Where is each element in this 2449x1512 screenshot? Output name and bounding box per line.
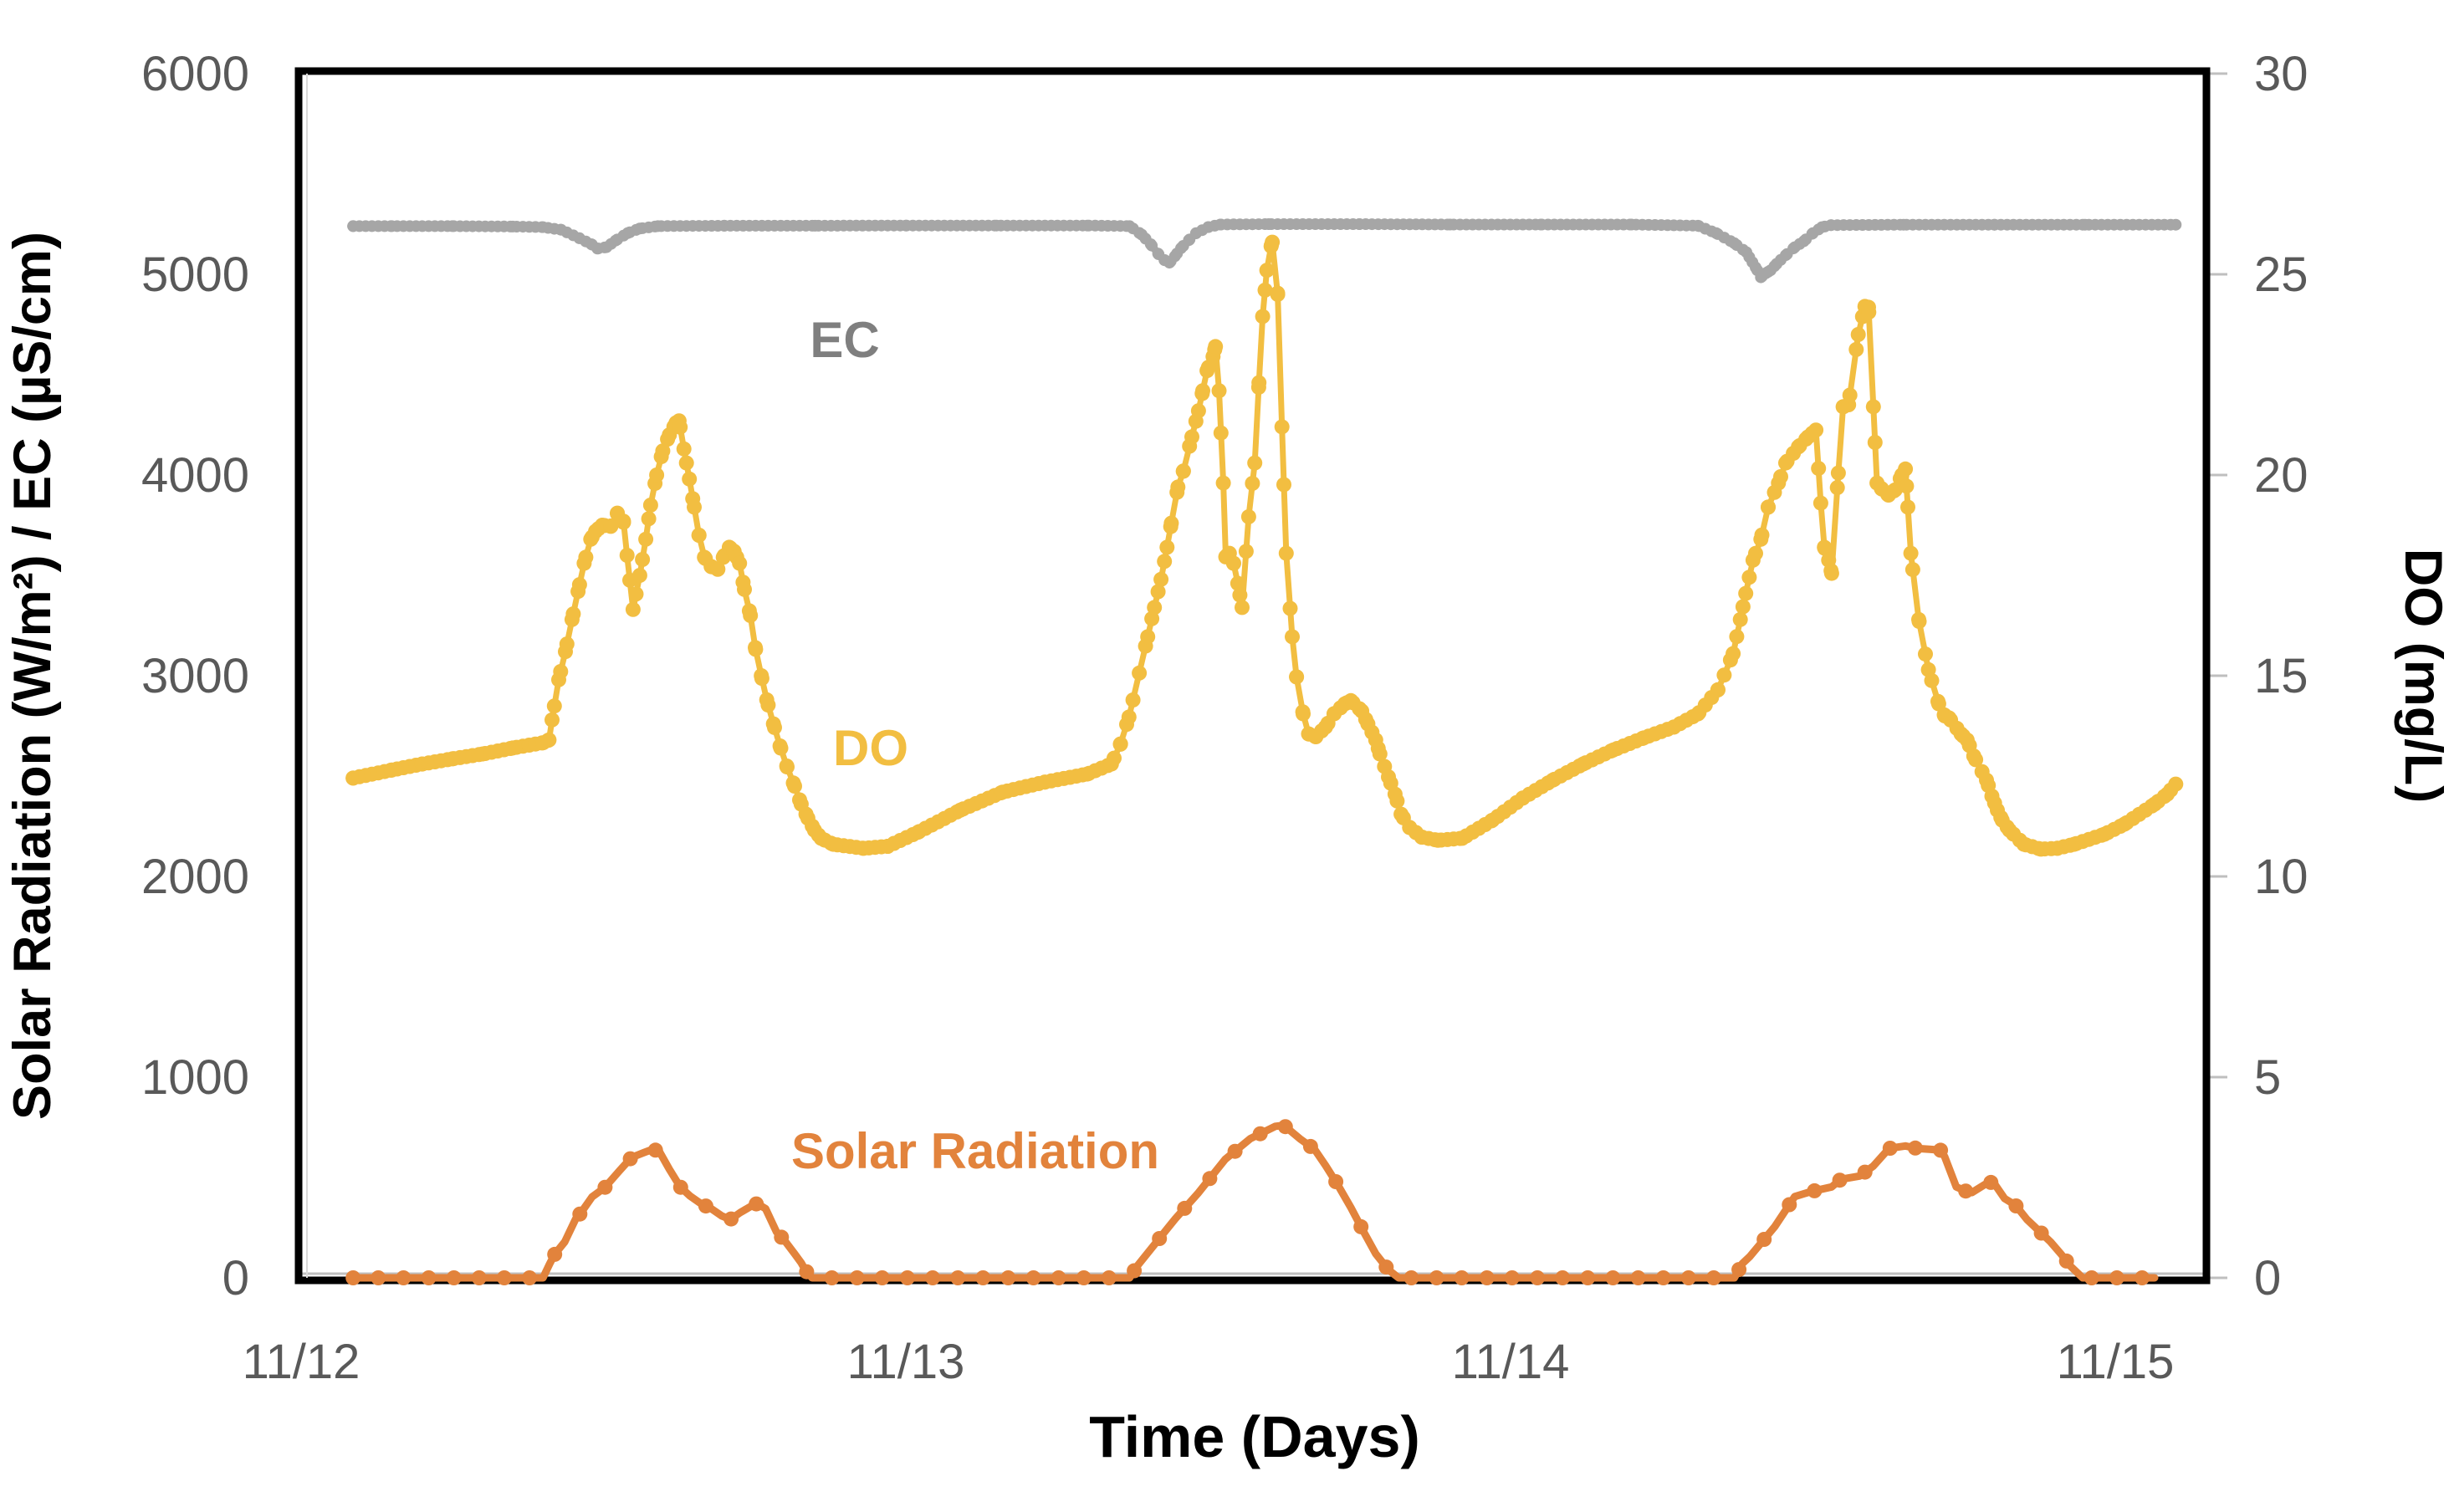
do-line [350, 239, 2179, 852]
left-tick-label: 0 [222, 1251, 249, 1305]
left-tick-label: 5000 [141, 248, 249, 302]
right-axis-title: DO (mg/L) [2394, 549, 2449, 803]
left-tick-label: 3000 [141, 649, 249, 703]
left-tick-label: 2000 [141, 850, 249, 904]
right-tick-label: 0 [2254, 1251, 2281, 1305]
do-series [345, 234, 2184, 857]
do-label: DO [833, 720, 908, 776]
left-tick-label: 4000 [141, 448, 249, 503]
series-annotation-layer: EC DO Solar Radiation [791, 312, 1159, 1179]
left-axis-title: Solar Radiation (W/m²) / EC (µS/cm) [3, 232, 62, 1120]
right-tick-label: 20 [2254, 448, 2308, 503]
x-tick-label: 11/13 [847, 1335, 965, 1389]
ec-label: EC [810, 312, 879, 368]
solar-label: Solar Radiation [791, 1123, 1159, 1179]
right-tick-label: 30 [2254, 47, 2308, 101]
x-axis-title: Time (Days) [1089, 1404, 1420, 1469]
right-tick-label: 15 [2254, 649, 2308, 703]
right-tick-label: 5 [2254, 1050, 2281, 1105]
left-tick-label: 1000 [141, 1050, 249, 1105]
right-tick-label: 10 [2254, 850, 2308, 904]
axes-layer: 0 1000 2000 3000 4000 5000 6000 0 5 10 15 20 25 30 11/… [141, 47, 2308, 1389]
left-tick-label: 6000 [141, 47, 249, 101]
right-tick-label: 25 [2254, 248, 2308, 302]
x-tick-label: 11/15 [2057, 1335, 2175, 1389]
x-tick-label: 11/12 [243, 1335, 360, 1389]
x-tick-label: 11/14 [1452, 1335, 1570, 1389]
solar-series [345, 1119, 2159, 1285]
series-layer [345, 218, 2184, 1285]
ec-series [347, 218, 2182, 284]
